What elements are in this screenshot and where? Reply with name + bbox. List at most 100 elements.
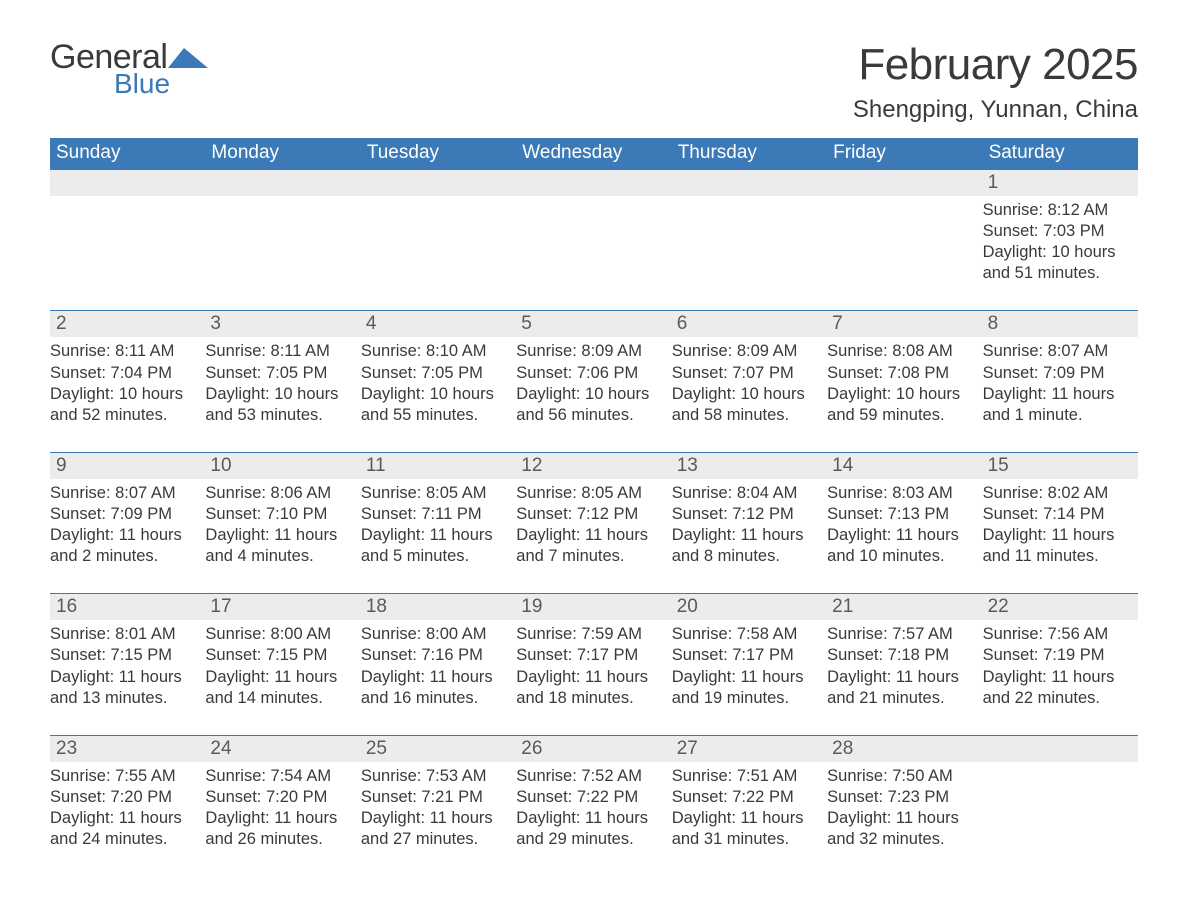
day-details: Sunrise: 7:57 AMSunset: 7:18 PMDaylight:… <box>827 624 978 708</box>
calendar-day: 18Sunrise: 8:00 AMSunset: 7:16 PMDayligh… <box>361 594 516 714</box>
day-number: . <box>50 170 205 196</box>
calendar-day: . <box>50 170 205 290</box>
day-number: . <box>671 170 827 196</box>
sunrise-line: Sunrise: 7:50 AM <box>827 766 978 787</box>
dow-thursday: Thursday <box>672 138 827 169</box>
day-number: 18 <box>360 594 516 620</box>
sunset-line: Sunset: 7:08 PM <box>827 363 978 384</box>
day-details: Sunrise: 8:11 AMSunset: 7:05 PMDaylight:… <box>205 341 356 425</box>
day-number: . <box>515 170 671 196</box>
day-number: 9 <box>50 453 205 479</box>
sunset-line: Sunset: 7:10 PM <box>205 504 356 525</box>
dow-wednesday: Wednesday <box>516 138 671 169</box>
sunrise-line: Sunrise: 8:10 AM <box>361 341 512 362</box>
day-number: 11 <box>360 453 516 479</box>
daylight-line: Daylight: 10 hours and 51 minutes. <box>983 242 1134 284</box>
sunrise-line: Sunrise: 8:00 AM <box>205 624 356 645</box>
day-number: 14 <box>826 453 982 479</box>
day-number: 13 <box>671 453 827 479</box>
brand-text: General Blue <box>50 40 170 98</box>
calendar-week: ......1Sunrise: 8:12 AMSunset: 7:03 PMDa… <box>50 169 1138 290</box>
day-number: 7 <box>826 311 982 337</box>
sunset-line: Sunset: 7:14 PM <box>983 504 1134 525</box>
daylight-line: Daylight: 11 hours and 22 minutes. <box>983 667 1134 709</box>
daylight-line: Daylight: 11 hours and 21 minutes. <box>827 667 978 709</box>
day-number: 25 <box>360 736 516 762</box>
daylight-line: Daylight: 11 hours and 2 minutes. <box>50 525 201 567</box>
daylight-line: Daylight: 11 hours and 14 minutes. <box>205 667 356 709</box>
calendar-day: . <box>516 170 671 290</box>
sunset-line: Sunset: 7:05 PM <box>205 363 356 384</box>
sunrise-line: Sunrise: 8:11 AM <box>205 341 356 362</box>
calendar-week: 2Sunrise: 8:11 AMSunset: 7:04 PMDaylight… <box>50 310 1138 431</box>
daylight-line: Daylight: 10 hours and 52 minutes. <box>50 384 201 426</box>
sunrise-line: Sunrise: 8:01 AM <box>50 624 201 645</box>
calendar-week: 16Sunrise: 8:01 AMSunset: 7:15 PMDayligh… <box>50 593 1138 714</box>
day-details: Sunrise: 7:52 AMSunset: 7:22 PMDaylight:… <box>516 766 667 850</box>
sunset-line: Sunset: 7:09 PM <box>983 363 1134 384</box>
sunset-line: Sunset: 7:15 PM <box>205 645 356 666</box>
sunset-line: Sunset: 7:09 PM <box>50 504 201 525</box>
sunset-line: Sunset: 7:12 PM <box>672 504 823 525</box>
location-label: Shengping, Yunnan, China <box>853 96 1138 124</box>
calendar-day: 12Sunrise: 8:05 AMSunset: 7:12 PMDayligh… <box>516 453 671 573</box>
sunrise-line: Sunrise: 8:06 AM <box>205 483 356 504</box>
sunset-line: Sunset: 7:17 PM <box>516 645 667 666</box>
day-details: Sunrise: 8:09 AMSunset: 7:07 PMDaylight:… <box>672 341 823 425</box>
sunrise-line: Sunrise: 7:56 AM <box>983 624 1134 645</box>
sunset-line: Sunset: 7:15 PM <box>50 645 201 666</box>
sunset-line: Sunset: 7:22 PM <box>516 787 667 808</box>
daylight-line: Daylight: 10 hours and 55 minutes. <box>361 384 512 426</box>
sunrise-line: Sunrise: 7:55 AM <box>50 766 201 787</box>
sunrise-line: Sunrise: 8:08 AM <box>827 341 978 362</box>
weeks-container: ......1Sunrise: 8:12 AMSunset: 7:03 PMDa… <box>50 169 1138 856</box>
sunset-line: Sunset: 7:04 PM <box>50 363 201 384</box>
day-details: Sunrise: 8:07 AMSunset: 7:09 PMDaylight:… <box>983 341 1134 425</box>
sunset-line: Sunset: 7:07 PM <box>672 363 823 384</box>
daylight-line: Daylight: 11 hours and 27 minutes. <box>361 808 512 850</box>
day-number: 6 <box>671 311 827 337</box>
sunset-line: Sunset: 7:17 PM <box>672 645 823 666</box>
daylight-line: Daylight: 11 hours and 24 minutes. <box>50 808 201 850</box>
day-number: 23 <box>50 736 205 762</box>
sunrise-line: Sunrise: 7:58 AM <box>672 624 823 645</box>
daylight-line: Daylight: 11 hours and 16 minutes. <box>361 667 512 709</box>
calendar-day: 1Sunrise: 8:12 AMSunset: 7:03 PMDaylight… <box>983 170 1138 290</box>
calendar-day: 25 Sunrise: 7:53 AMSunset: 7:21 PMDayligh… <box>361 736 516 856</box>
sunrise-line: Sunrise: 7:57 AM <box>827 624 978 645</box>
dow-friday: Friday <box>827 138 982 169</box>
daylight-line: Daylight: 11 hours and 8 minutes. <box>672 525 823 567</box>
day-number: 24 <box>204 736 360 762</box>
daylight-line: Daylight: 11 hours and 13 minutes. <box>50 667 201 709</box>
calendar-day: 28Sunrise: 7:50 AMSunset: 7:23 PMDayligh… <box>827 736 982 856</box>
sunrise-line: Sunrise: 8:03 AM <box>827 483 978 504</box>
dow-sunday: Sunday <box>50 138 205 169</box>
sunset-line: Sunset: 7:12 PM <box>516 504 667 525</box>
title-block: February 2025 Shengping, Yunnan, China <box>853 40 1138 124</box>
day-number: . <box>982 736 1138 762</box>
dow-saturday: Saturday <box>983 138 1138 169</box>
day-number: . <box>204 170 360 196</box>
sunrise-line: Sunrise: 8:07 AM <box>983 341 1134 362</box>
calendar-day: . <box>672 170 827 290</box>
sunrise-line: Sunrise: 7:53 AM <box>361 766 512 787</box>
sunrise-line: Sunrise: 8:07 AM <box>50 483 201 504</box>
calendar-day: 4Sunrise: 8:10 AMSunset: 7:05 PMDaylight… <box>361 311 516 431</box>
sunset-line: Sunset: 7:21 PM <box>361 787 512 808</box>
sunrise-line: Sunrise: 8:11 AM <box>50 341 201 362</box>
calendar-day: . <box>205 170 360 290</box>
sunrise-line: Sunrise: 8:09 AM <box>672 341 823 362</box>
sunset-line: Sunset: 7:13 PM <box>827 504 978 525</box>
day-details: Sunrise: 8:02 AMSunset: 7:14 PMDaylight:… <box>983 483 1134 567</box>
sunrise-line: Sunrise: 7:52 AM <box>516 766 667 787</box>
day-details: Sunrise: 8:11 AMSunset: 7:04 PMDaylight:… <box>50 341 201 425</box>
daylight-line: Daylight: 11 hours and 29 minutes. <box>516 808 667 850</box>
sunrise-line: Sunrise: 7:59 AM <box>516 624 667 645</box>
dow-monday: Monday <box>205 138 360 169</box>
calendar-day: 13Sunrise: 8:04 AMSunset: 7:12 PMDayligh… <box>672 453 827 573</box>
calendar-day: . <box>827 170 982 290</box>
calendar-day: 2Sunrise: 8:11 AMSunset: 7:04 PMDaylight… <box>50 311 205 431</box>
day-details: Sunrise: 8:10 AMSunset: 7:05 PMDaylight:… <box>361 341 512 425</box>
daylight-line: Daylight: 11 hours and 31 minutes. <box>672 808 823 850</box>
day-number: 22 <box>982 594 1138 620</box>
